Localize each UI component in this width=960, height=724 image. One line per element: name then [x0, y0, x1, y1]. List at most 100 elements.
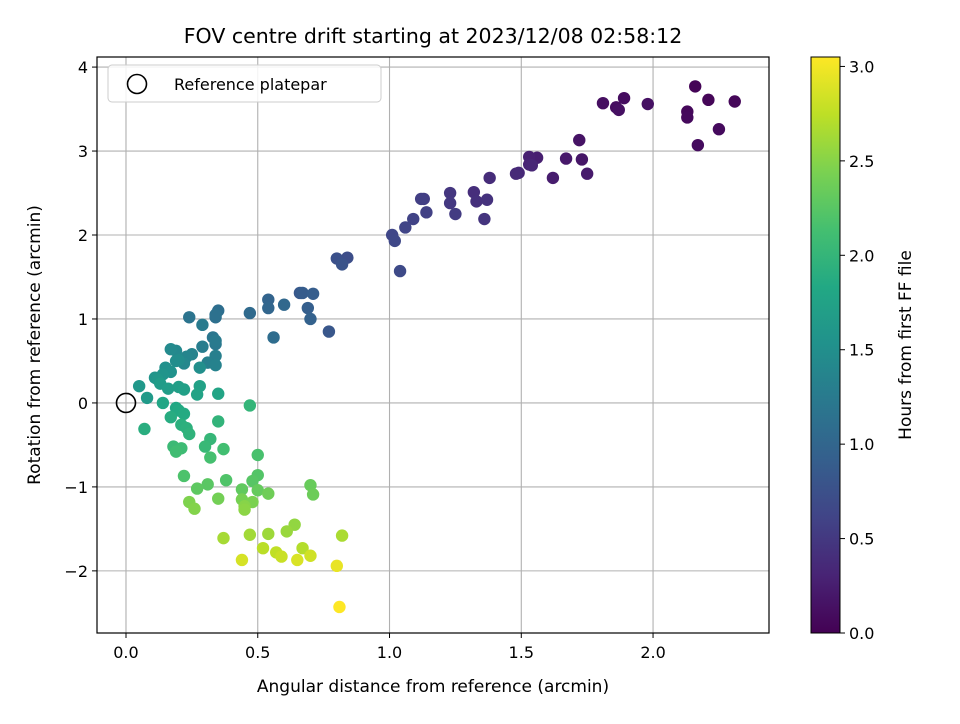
colorbar-tick-label: 2.5: [849, 152, 874, 171]
data-point: [296, 541, 309, 555]
data-point: [399, 221, 412, 234]
data-point: [573, 133, 586, 147]
data-point: [641, 97, 654, 111]
data-point: [140, 391, 154, 405]
data-point: [443, 196, 457, 210]
data-point: [177, 383, 191, 396]
colorbar-label: Hours from first FF file: [896, 250, 916, 440]
y-tick-label: 1: [78, 310, 88, 329]
data-point: [689, 80, 702, 93]
y-tick-label: 0: [78, 394, 88, 413]
data-point: [183, 311, 196, 324]
data-point: [275, 550, 288, 563]
data-point: [306, 287, 320, 300]
data-point: [443, 186, 457, 200]
data-point: [596, 96, 610, 110]
data-point: [243, 306, 257, 320]
data-point: [296, 286, 309, 300]
data-point: [617, 91, 631, 105]
data-point: [217, 442, 230, 456]
data-point: [388, 234, 401, 248]
data-point: [193, 361, 206, 374]
data-point: [138, 422, 151, 436]
data-point: [219, 473, 233, 487]
data-point: [177, 469, 191, 483]
data-point: [262, 301, 275, 315]
data-point: [183, 427, 196, 441]
data-point: [306, 488, 320, 501]
data-point: [393, 264, 407, 278]
data-point: [575, 153, 589, 166]
data-point: [267, 331, 280, 344]
data-point: [246, 474, 259, 488]
data-point: [304, 312, 317, 326]
data-point: [728, 95, 741, 108]
data-point: [209, 358, 222, 372]
colorbar-tick-label: 0.0: [849, 624, 874, 643]
plot-frame: [96, 56, 770, 634]
data-point: [262, 487, 275, 500]
data-point: [712, 123, 726, 136]
data-point: [525, 159, 539, 172]
data-point: [291, 553, 304, 567]
data-point: [262, 527, 275, 541]
legend-box: [107, 64, 382, 103]
data-point: [251, 448, 264, 462]
data-point: [177, 407, 191, 421]
x-axis-label: Angular distance from reference (arcmin): [257, 677, 609, 697]
data-point: [235, 483, 249, 496]
data-point: [301, 301, 315, 315]
data-point: [201, 478, 214, 491]
legend: Reference platepar: [107, 64, 382, 103]
data-point: [190, 482, 204, 495]
data-point: [681, 111, 694, 124]
x-axis-ticks: 0.0 0.5 1.0 1.5 2.0: [113, 633, 666, 662]
y-tick-label: 2: [78, 226, 88, 245]
colorbar-tick-label: 1.5: [849, 341, 874, 360]
x-tick-label: 2.0: [640, 643, 665, 662]
legend-entry-label: Reference platepar: [174, 75, 327, 94]
data-point: [322, 325, 336, 338]
data-points: [132, 80, 741, 614]
data-point: [217, 531, 230, 545]
data-point: [478, 212, 491, 226]
y-tick-label: −1: [64, 478, 88, 497]
data-point: [169, 445, 183, 458]
data-point: [190, 388, 204, 401]
data-point: [335, 258, 349, 271]
y-tick-label: 4: [78, 58, 88, 77]
colorbar-ticks: 0.0 0.5 1.0 1.5 2.0 2.5 3.0: [840, 57, 874, 643]
x-tick-label: 0.5: [245, 643, 270, 662]
data-point: [169, 354, 183, 368]
data-point: [212, 415, 225, 428]
data-point: [243, 399, 257, 412]
data-point: [304, 549, 317, 562]
data-point: [161, 382, 175, 395]
data-point: [198, 440, 212, 453]
data-point: [196, 340, 209, 353]
data-point: [164, 342, 177, 356]
data-point: [196, 318, 209, 332]
data-point: [209, 334, 222, 348]
data-point: [546, 171, 560, 185]
data-point: [333, 600, 346, 614]
data-point: [580, 167, 594, 180]
data-point: [702, 93, 715, 107]
data-point: [209, 308, 222, 321]
y-tick-label: −2: [64, 562, 88, 581]
data-point: [480, 193, 494, 206]
data-point: [188, 502, 201, 515]
data-point: [449, 207, 462, 221]
data-point: [483, 171, 496, 185]
data-point: [204, 451, 217, 464]
reference-marker: [115, 392, 137, 414]
data-point: [251, 484, 264, 497]
data-point: [132, 379, 146, 393]
data-point: [238, 503, 251, 516]
x-tick-label: 0.0: [113, 643, 138, 662]
data-point: [235, 553, 249, 567]
data-point: [156, 396, 170, 410]
data-point: [414, 192, 428, 206]
data-point: [559, 152, 573, 165]
